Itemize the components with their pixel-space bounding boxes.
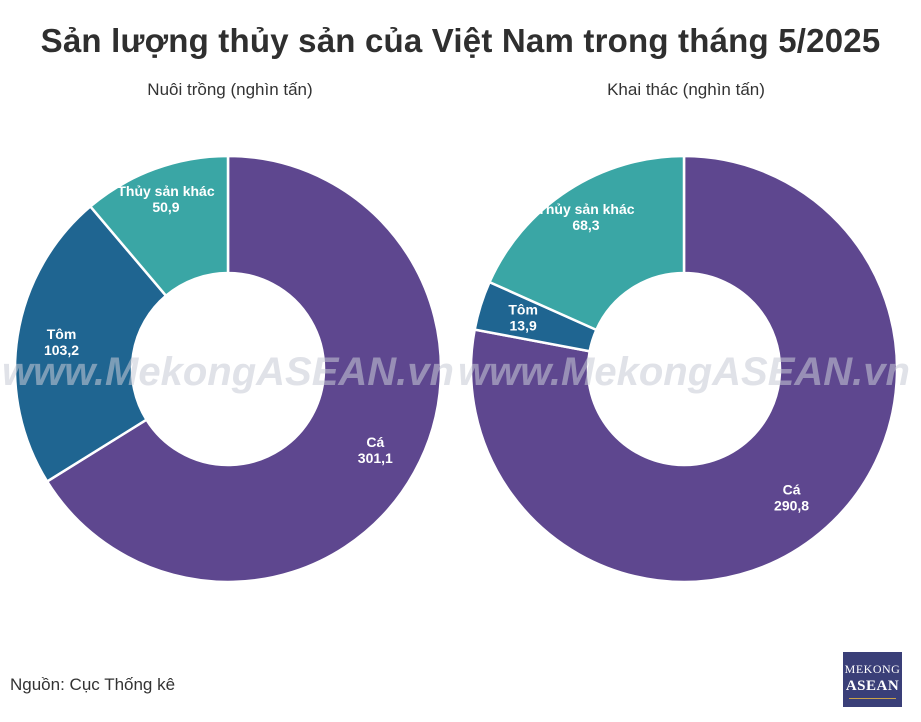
logo-line2: ASEAN — [845, 678, 900, 694]
slice-nuoi-trong-0 — [45, 154, 443, 584]
right-chart-subtitle: Khai thác (nghìn tấn) — [607, 80, 765, 99]
slice-khai-thac-2 — [487, 154, 686, 332]
slice-nuoi-trong-2 — [88, 154, 230, 298]
slice-label-1: Tôm 13,9 — [508, 302, 538, 334]
source-note: Nguồn: Cục Thống kê — [10, 675, 176, 694]
watermark-text: www.MekongASEAN.vn — [458, 350, 910, 394]
slice-label-0: Cá 290,8 — [774, 482, 809, 514]
slice-label-2: Thủy sản khác 50,9 — [117, 183, 214, 215]
logo-line1: MEKONG — [844, 662, 901, 676]
mekong-asean-logo: MEKONG ASEAN — [843, 652, 902, 707]
donut-nuoi-trong: www.MekongASEAN.vn Cá 301,1 Tôm 103,2 Thủy sả… — [2, 154, 454, 584]
chart-title: Sản lượng thủy sản của Việt Nam trong th… — [40, 22, 881, 59]
watermark-text: www.MekongASEAN.vn — [2, 350, 454, 394]
slice-nuoi-trong-1 — [13, 204, 168, 484]
slice-khai-thac-0 — [469, 154, 899, 584]
slice-label-0: Cá 301,1 — [358, 434, 393, 466]
left-chart-subtitle: Nuôi trồng (nghìn tấn) — [147, 80, 313, 99]
slice-label-1: Tôm 103,2 — [44, 326, 79, 358]
slice-label-2: Thủy sản khác 68,3 — [537, 201, 634, 233]
logo-rule — [849, 698, 896, 699]
donut-khai-thac: www.MekongASEAN.vn Cá 290,8 Tôm 13,9 Thủy sản… — [458, 154, 910, 584]
